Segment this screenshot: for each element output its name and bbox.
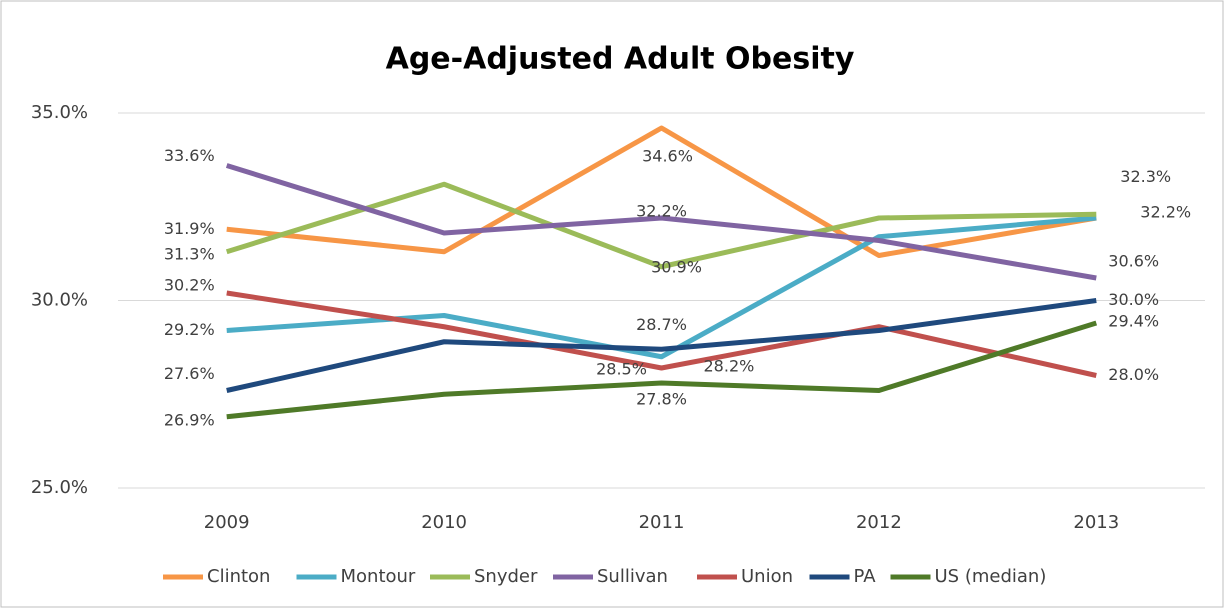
data-label: 30.2% (164, 276, 215, 295)
data-label: 31.3% (164, 244, 215, 263)
legend-label: Montour (341, 566, 416, 587)
data-label: 30.9% (651, 257, 702, 276)
data-label: 27.6% (164, 364, 215, 383)
x-tick-label: 2009 (204, 512, 250, 533)
x-tick-label: 2011 (639, 512, 685, 533)
series-line (226, 320, 1098, 420)
series-line (226, 298, 1097, 393)
data-label: 30.6% (1108, 252, 1159, 271)
y-tick-label: 25.0% (31, 477, 88, 498)
data-label: 34.6% (642, 147, 693, 166)
data-label: 27.8% (636, 390, 687, 409)
data-label: 30.0% (1108, 290, 1159, 309)
x-tick-label: 2010 (421, 512, 467, 533)
data-label: 32.3% (1120, 167, 1171, 186)
legend-label: Snyder (474, 566, 538, 587)
data-label: 28.0% (1108, 365, 1159, 384)
y-tick-label: 35.0% (31, 102, 88, 123)
legend-label: US (median) (935, 566, 1047, 587)
data-label: 33.6% (164, 146, 215, 165)
series-line (226, 290, 1097, 378)
data-label: 28.7% (636, 315, 687, 334)
data-label: 32.2% (1140, 203, 1191, 222)
data-label: 26.9% (164, 410, 215, 429)
data-label: 31.9% (164, 219, 215, 238)
data-label: 29.4% (1108, 312, 1159, 331)
x-tick-label: 2013 (1073, 512, 1119, 533)
series-line (226, 125, 1097, 258)
data-label: 29.2% (164, 320, 215, 339)
series-line (225, 181, 1097, 270)
data-label: 32.2% (636, 202, 687, 221)
legend-label: Union (741, 566, 793, 587)
series-line (225, 163, 1097, 281)
legend-label: Sullivan (597, 566, 668, 587)
chart-title: Age-Adjusted Adult Obesity (386, 42, 855, 77)
x-tick-label: 2012 (856, 512, 902, 533)
legend-label: PA (854, 566, 877, 587)
y-tick-label: 30.0% (31, 290, 88, 311)
data-label: 28.2% (704, 357, 755, 376)
series-line (226, 215, 1097, 360)
data-label: 28.5% (596, 359, 647, 378)
legend-label: Clinton (207, 566, 270, 587)
